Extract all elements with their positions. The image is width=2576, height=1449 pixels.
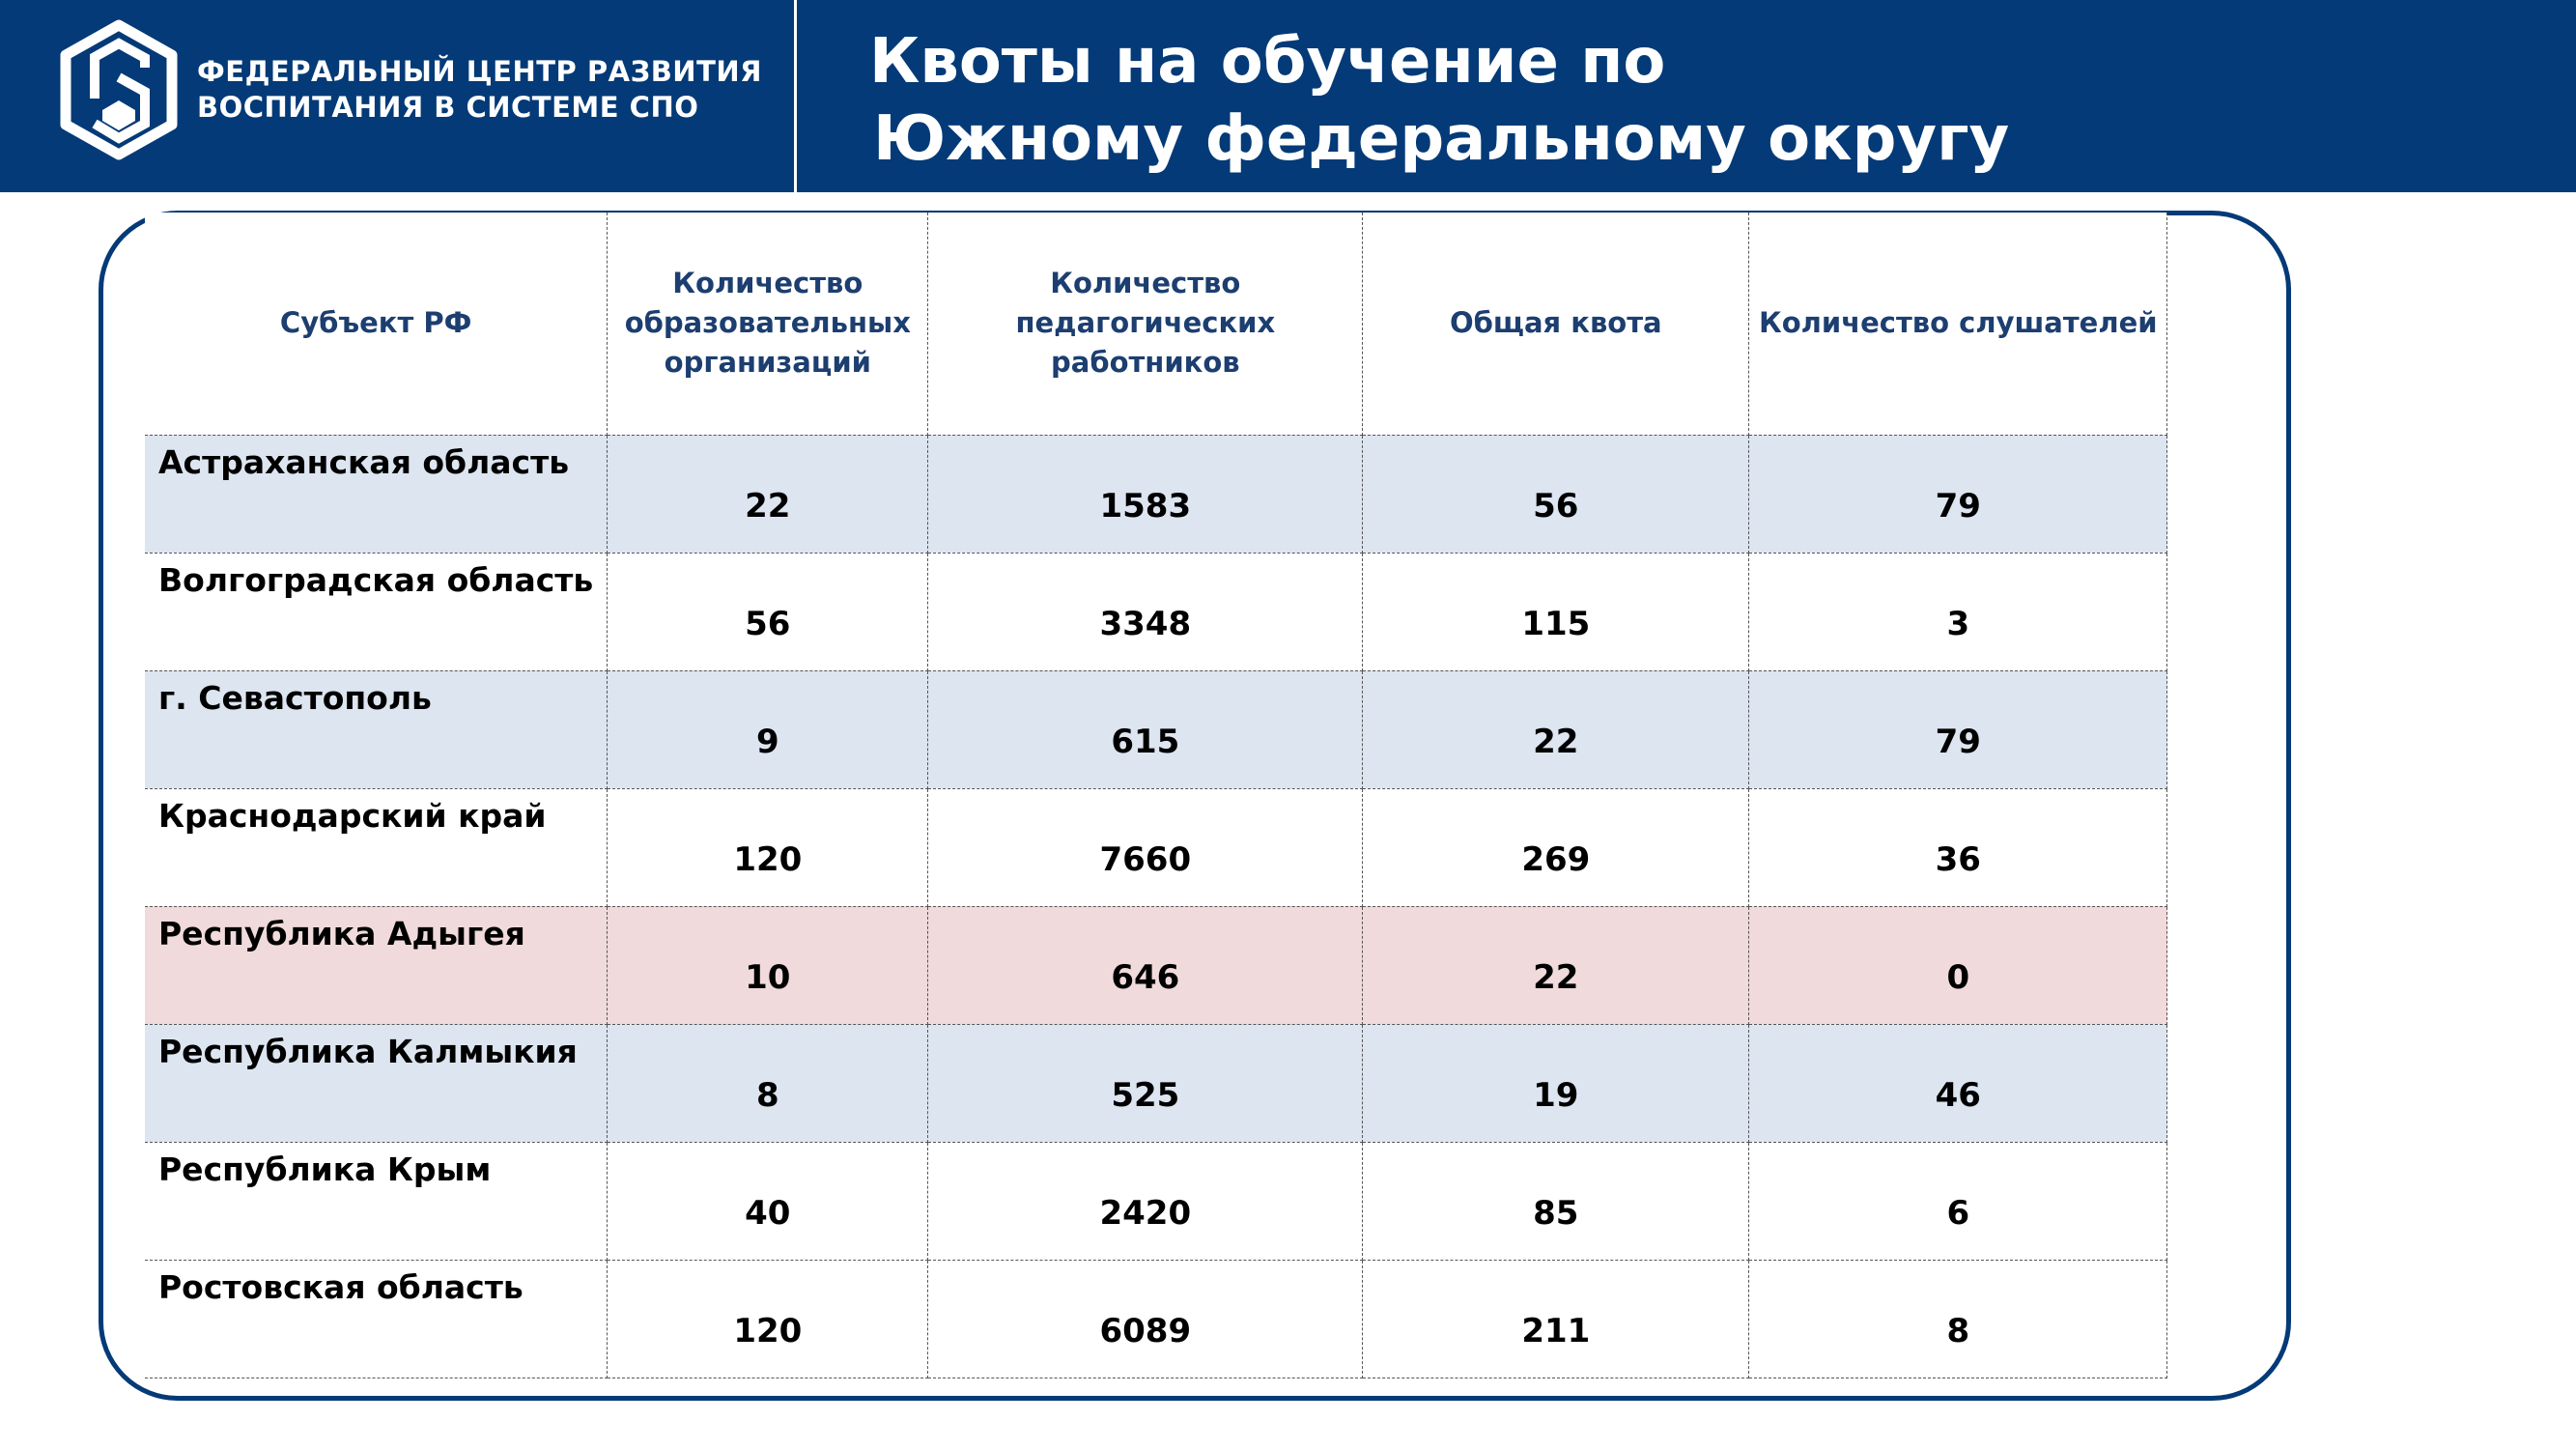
region-cell: Ростовская область	[145, 1259, 609, 1378]
page-title: Квоты на обучение по Южному федеральному…	[869, 23, 2009, 178]
hexagon-spo-logo-icon	[60, 19, 178, 160]
table-row: Волгоградская область 56 3348 115 3	[145, 552, 2168, 671]
table-row: Республика Крым 40 2420 85 6	[145, 1141, 2168, 1261]
orgs-cell: 56	[607, 552, 929, 671]
teachers-cell: 3348	[927, 552, 1364, 671]
region-cell: Республика Калмыкия	[145, 1023, 609, 1143]
teachers-cell: 525	[927, 1023, 1364, 1143]
orgs-cell: 22	[607, 434, 929, 554]
orgs-cell: 9	[607, 669, 929, 789]
orgs-cell: 8	[607, 1023, 929, 1143]
org-name-line1: ФЕДЕРАЛЬНЫЙ ЦЕНТР РАЗВИТИЯ	[197, 55, 762, 88]
teachers-cell: 2420	[927, 1141, 1364, 1261]
table-header-row: Субъект РФ Количество образовательных ор…	[145, 213, 2168, 436]
column-header-orgs: Количество образовательных организаций	[607, 213, 929, 436]
listeners-cell: 3	[1748, 552, 2168, 671]
page-title-line1: Квоты на обучение по	[869, 26, 1666, 98]
orgs-cell: 10	[607, 905, 929, 1025]
listeners-cell: 79	[1748, 669, 2168, 789]
table-row: г. Севастополь 9 615 22 79	[145, 669, 2168, 789]
quota-table: Субъект РФ Количество образовательных ор…	[145, 213, 2168, 1378]
region-cell: Астраханская область	[145, 434, 609, 554]
teachers-cell: 7660	[927, 787, 1364, 907]
table-row: Краснодарский край 120 7660 269 36	[145, 787, 2168, 907]
listeners-cell: 36	[1748, 787, 2168, 907]
org-name: ФЕДЕРАЛЬНЫЙ ЦЕНТР РАЗВИТИЯ ВОСПИТАНИЯ В …	[197, 54, 762, 126]
quota-cell: 19	[1362, 1023, 1750, 1143]
table-row: Республика Калмыкия 8 525 19 46	[145, 1023, 2168, 1143]
column-header-quota: Общая квота	[1362, 213, 1750, 436]
orgs-cell: 120	[607, 787, 929, 907]
table-row: Республика Адыгея 10 646 22 0	[145, 905, 2168, 1025]
quota-cell: 85	[1362, 1141, 1750, 1261]
quota-cell: 56	[1362, 434, 1750, 554]
listeners-cell: 8	[1748, 1259, 2168, 1378]
quota-cell: 211	[1362, 1259, 1750, 1378]
column-header-teachers: Количество педагогических работников	[927, 213, 1364, 436]
quota-cell: 115	[1362, 552, 1750, 671]
listeners-cell: 79	[1748, 434, 2168, 554]
teachers-cell: 615	[927, 669, 1364, 789]
region-cell: Краснодарский край	[145, 787, 609, 907]
quota-cell: 22	[1362, 905, 1750, 1025]
quota-cell: 269	[1362, 787, 1750, 907]
header-divider	[794, 0, 797, 192]
orgs-cell: 40	[607, 1141, 929, 1261]
teachers-cell: 646	[927, 905, 1364, 1025]
teachers-cell: 6089	[927, 1259, 1364, 1378]
quota-cell: 22	[1362, 669, 1750, 789]
table-row: Астраханская область 22 1583 56 79	[145, 434, 2168, 554]
org-name-line2: ВОСПИТАНИЯ В СИСТЕМЕ СПО	[197, 91, 699, 124]
table-row: Ростовская область 120 6089 211 8	[145, 1259, 2168, 1378]
teachers-cell: 1583	[927, 434, 1364, 554]
region-cell: Волгоградская область	[145, 552, 609, 671]
column-header-listeners: Количество слушателей	[1748, 213, 2168, 436]
listeners-cell: 0	[1748, 905, 2168, 1025]
orgs-cell: 120	[607, 1259, 929, 1378]
region-cell: г. Севастополь	[145, 669, 609, 789]
region-cell: Республика Крым	[145, 1141, 609, 1261]
header-bar: ФЕДЕРАЛЬНЫЙ ЦЕНТР РАЗВИТИЯ ВОСПИТАНИЯ В …	[0, 0, 2576, 192]
listeners-cell: 6	[1748, 1141, 2168, 1261]
listeners-cell: 46	[1748, 1023, 2168, 1143]
region-cell: Республика Адыгея	[145, 905, 609, 1025]
page-title-line2: Южному федеральному округу	[873, 103, 2010, 175]
column-header-region: Субъект РФ	[145, 213, 609, 436]
